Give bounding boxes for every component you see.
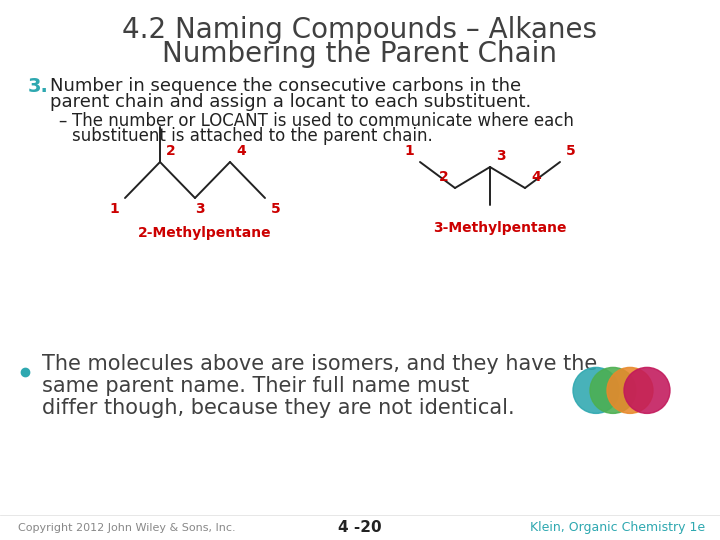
Text: 1: 1 — [109, 202, 119, 216]
Text: 5: 5 — [271, 202, 281, 216]
Text: 4: 4 — [236, 144, 246, 158]
Text: 1: 1 — [404, 144, 414, 158]
Circle shape — [607, 367, 653, 414]
Circle shape — [573, 367, 619, 414]
Text: 4.2 Naming Compounds – Alkanes: 4.2 Naming Compounds – Alkanes — [122, 16, 598, 44]
Text: 2-Methylpentane: 2-Methylpentane — [138, 226, 272, 240]
Text: differ though, because they are not identical.: differ though, because they are not iden… — [42, 398, 515, 418]
Text: –: – — [58, 112, 66, 130]
Text: 2: 2 — [439, 170, 449, 184]
Text: 3.: 3. — [28, 77, 49, 96]
Text: Copyright 2012 John Wiley & Sons, Inc.: Copyright 2012 John Wiley & Sons, Inc. — [18, 523, 235, 533]
Text: 3: 3 — [496, 149, 506, 163]
Text: 3-Methylpentane: 3-Methylpentane — [433, 221, 567, 235]
Text: substituent is attached to the parent chain.: substituent is attached to the parent ch… — [72, 127, 433, 145]
Text: The molecules above are isomers, and they have the: The molecules above are isomers, and the… — [42, 354, 598, 374]
Text: Klein, Organic Chemistry 1e: Klein, Organic Chemistry 1e — [530, 522, 705, 535]
Text: 4 -20: 4 -20 — [338, 521, 382, 536]
Text: Numbering the Parent Chain: Numbering the Parent Chain — [163, 40, 557, 68]
Text: 4: 4 — [531, 170, 541, 184]
Text: parent chain and assign a locant to each substituent.: parent chain and assign a locant to each… — [50, 93, 531, 111]
Text: 2: 2 — [166, 144, 176, 158]
Text: 5: 5 — [566, 144, 576, 158]
Text: The number or LOCANT is used to communicate where each: The number or LOCANT is used to communic… — [72, 112, 574, 130]
Circle shape — [590, 367, 636, 414]
Text: 3: 3 — [195, 202, 204, 216]
Text: same parent name. Their full name must: same parent name. Their full name must — [42, 376, 469, 396]
Text: Number in sequence the consecutive carbons in the: Number in sequence the consecutive carbo… — [50, 77, 521, 95]
Circle shape — [624, 367, 670, 414]
